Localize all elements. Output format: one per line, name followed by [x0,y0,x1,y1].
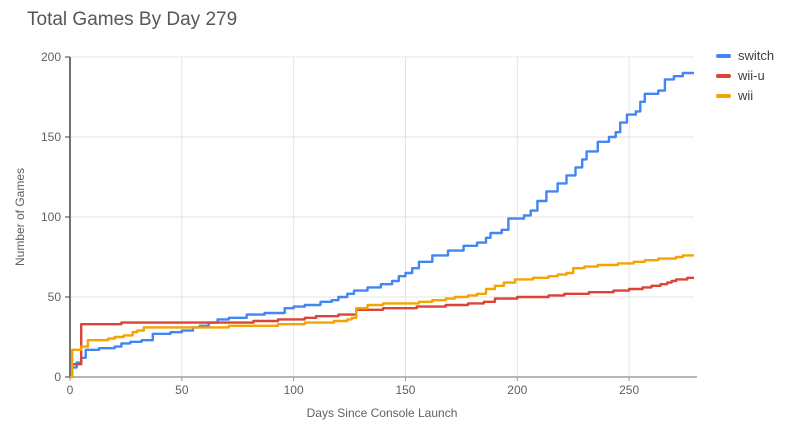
series-line-switch[interactable] [70,71,694,379]
series-line-wii-u[interactable] [70,276,694,379]
y-tick-label: 200 [41,50,61,64]
legend-label: wii-u [738,68,765,83]
x-tick-label: 100 [284,383,304,397]
y-axis: 0 50 100 150 200 [41,50,71,384]
x-axis-title: Days Since Console Launch [307,406,458,420]
legend-label: wii [738,88,754,103]
legend-item-wii[interactable]: wii [716,89,774,102]
y-tick-label: 0 [54,370,61,384]
y-axis-title: Number of Games [13,168,27,266]
chart-title: Total Games By Day 279 [27,9,238,30]
legend: switch wii-u wii [716,49,774,102]
legend-label: switch [738,48,775,63]
y-gridlines [70,56,694,298]
legend-swatch-wii-u [716,73,731,78]
x-tick-label: 150 [395,383,415,397]
legend-swatch-wii [716,93,731,98]
x-tick-label: 250 [619,383,639,397]
series-lines [70,71,694,379]
x-tick-label: 50 [175,383,189,397]
y-tick-label: 100 [41,210,61,224]
legend-item-wii-u[interactable]: wii-u [716,69,774,82]
series-line-wii[interactable] [70,254,694,379]
x-tick-label: 200 [507,383,527,397]
legend-swatch-switch [716,53,731,58]
x-axis: 0 50 100 150 200 250 [67,376,697,397]
y-tick-label: 150 [41,130,61,144]
x-tick-label: 0 [67,383,74,397]
y-tick-label: 50 [48,290,62,304]
legend-item-switch[interactable]: switch [716,49,774,62]
